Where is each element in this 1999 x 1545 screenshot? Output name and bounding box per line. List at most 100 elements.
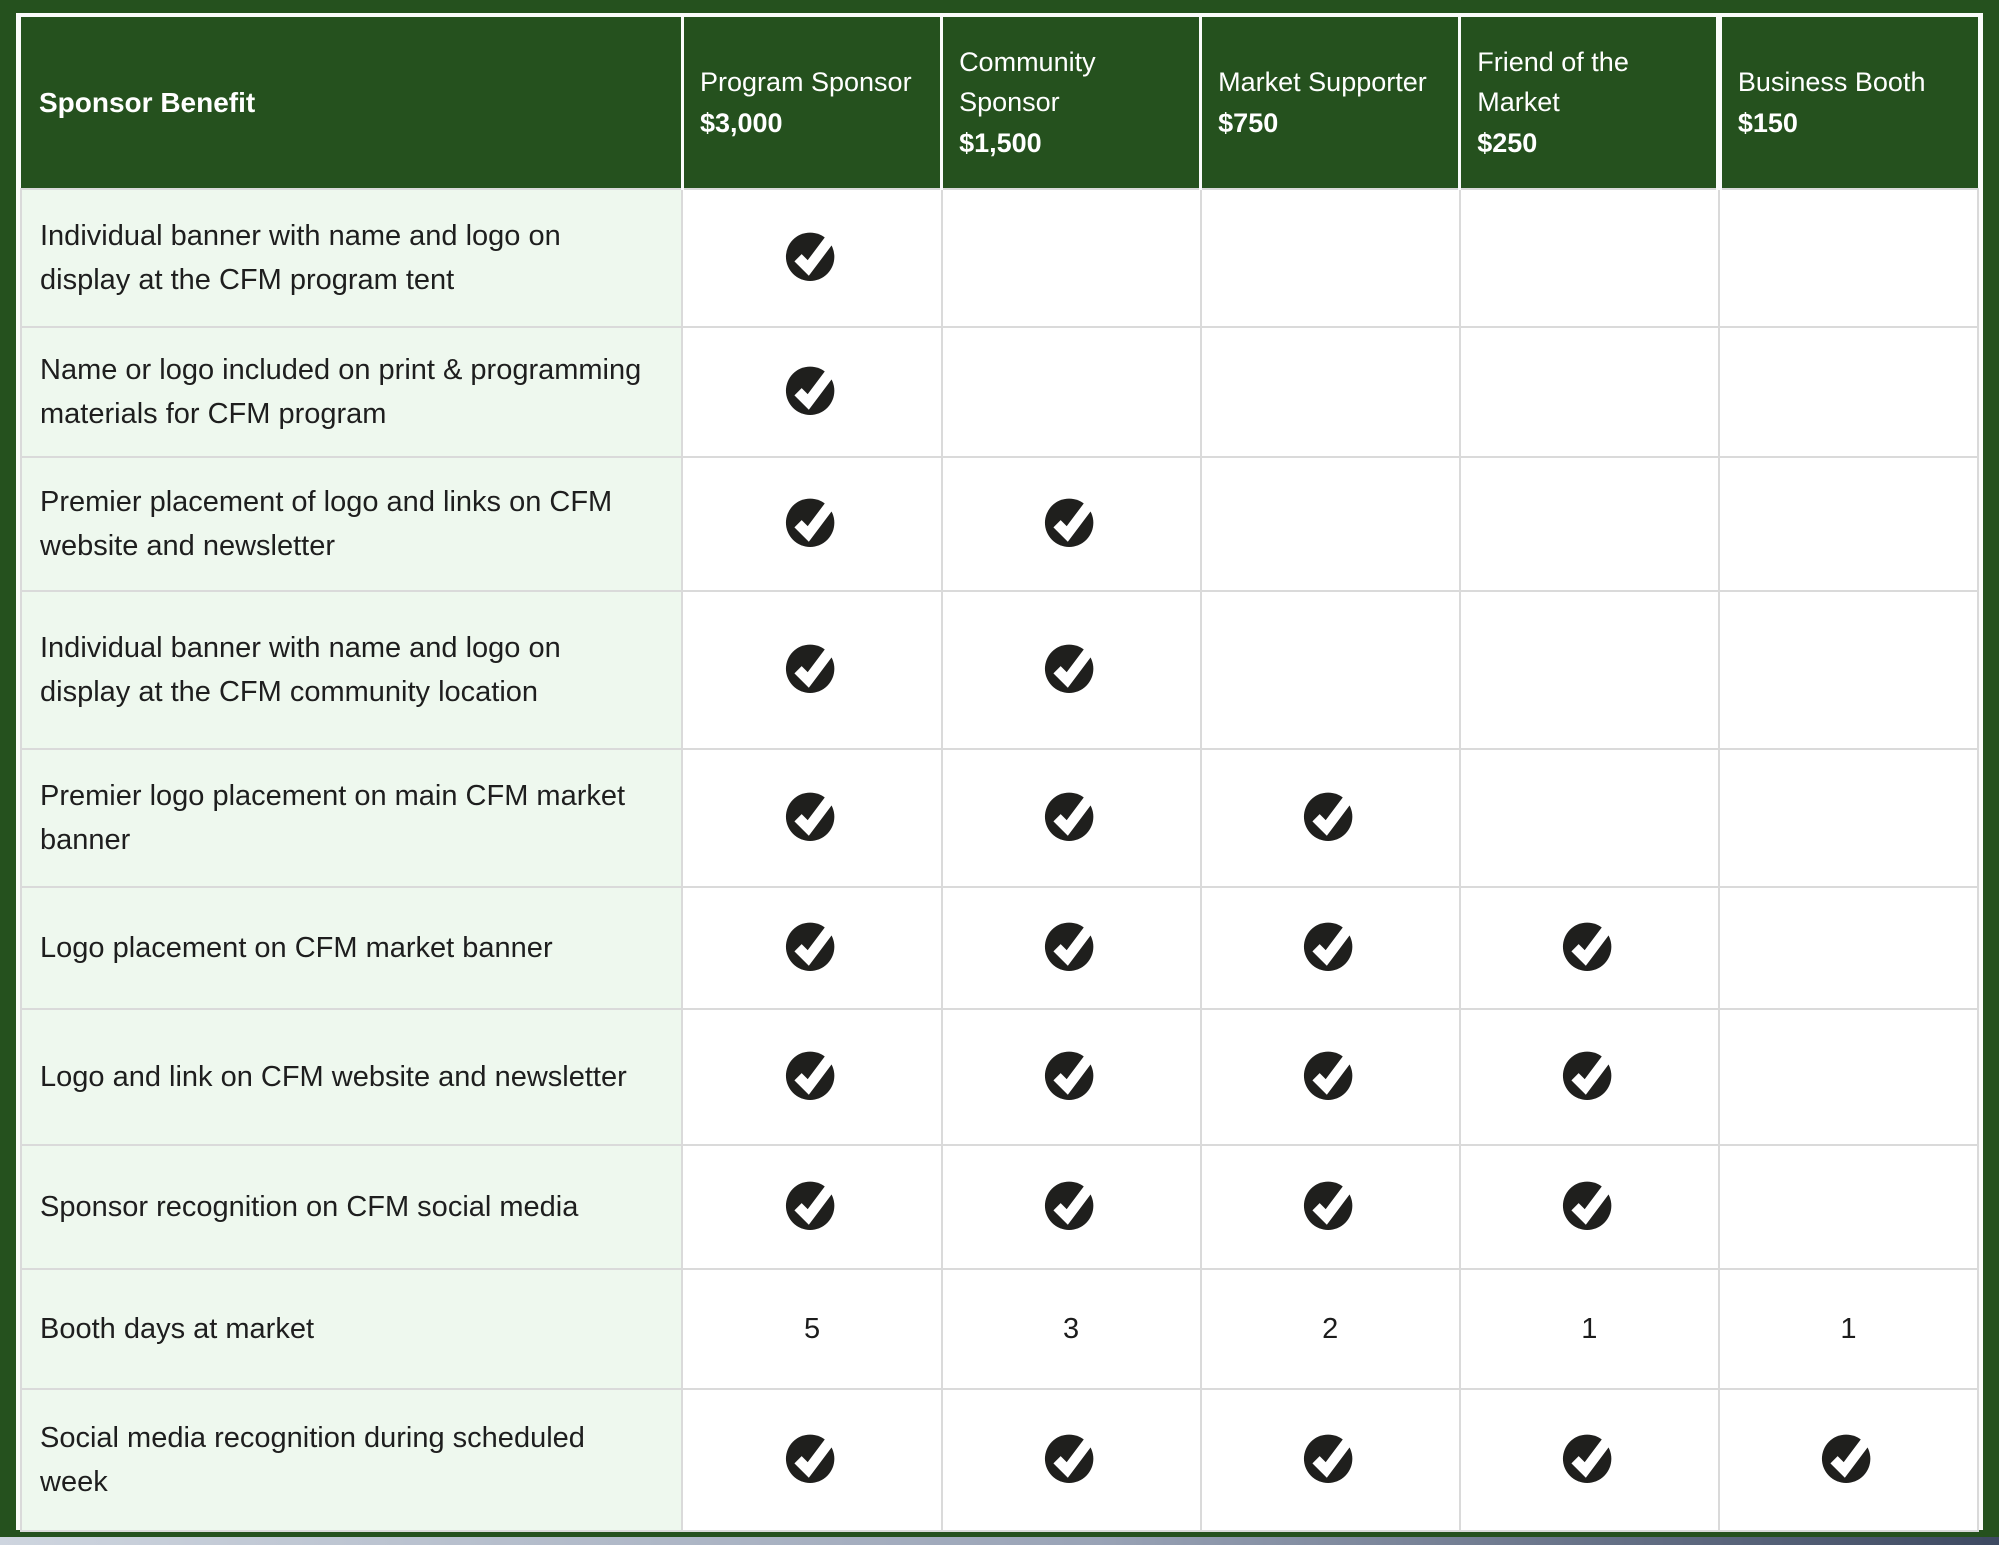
check-circle-icon <box>1562 1428 1616 1484</box>
tier-header-friend-of-the-market: Friend of the Market $250 <box>1458 17 1719 189</box>
check-circle-icon <box>1303 786 1357 842</box>
value-cell <box>1717 1388 1980 1532</box>
check-circle-icon <box>785 226 839 282</box>
value-cell <box>681 886 943 1010</box>
check-circle-icon <box>785 786 839 842</box>
value-cell <box>940 188 1202 328</box>
value-cell: 2 <box>1199 1268 1461 1390</box>
tier-header-program-sponsor: Program Sponsor $3,000 <box>680 17 942 189</box>
check-circle-icon <box>1044 916 1098 972</box>
value-cell <box>1199 1008 1461 1146</box>
value-cell <box>681 326 943 458</box>
benefit-cell: Premier placement of logo and links on C… <box>19 456 684 592</box>
value-cell <box>1458 456 1720 592</box>
value-cell: 1 <box>1717 1268 1980 1390</box>
check-circle-icon <box>785 916 839 972</box>
check-circle-icon <box>1562 1045 1616 1101</box>
check-circle-icon <box>785 360 839 416</box>
check-circle-icon <box>785 492 839 548</box>
value-cell <box>1458 748 1720 888</box>
value-cell <box>1458 1144 1720 1270</box>
value-cell <box>681 748 943 888</box>
check-circle-icon <box>1303 1045 1357 1101</box>
table-row: Premier placement of logo and links on C… <box>19 456 1980 592</box>
value-cell <box>1717 456 1980 592</box>
check-circle-icon <box>1562 1175 1616 1231</box>
tier-price: $250 <box>1477 127 1538 158</box>
value-cell <box>940 1144 1202 1270</box>
check-circle-icon <box>1303 916 1357 972</box>
tier-header-market-supporter: Market Supporter $750 <box>1199 17 1460 189</box>
check-circle-icon <box>785 1428 839 1484</box>
check-circle-icon <box>785 1045 839 1101</box>
tier-price: $750 <box>1218 107 1279 138</box>
benefit-cell: Logo placement on CFM market banner <box>19 886 684 1010</box>
value-cell <box>1717 886 1980 1010</box>
value-cell <box>681 1388 943 1532</box>
value-cell <box>1199 886 1461 1010</box>
table-frame: Sponsor Benefit Program Sponsor $3,000 C… <box>16 13 1983 1532</box>
value-cell <box>940 456 1202 592</box>
value-cell <box>940 748 1202 888</box>
tier-price: $1,500 <box>959 127 1042 158</box>
tier-name: Community Sponsor <box>959 46 1096 118</box>
benefit-cell: Premier logo placement on main CFM marke… <box>19 748 684 888</box>
header-row: Sponsor Benefit Program Sponsor $3,000 C… <box>21 17 1978 189</box>
check-circle-icon <box>1303 1428 1357 1484</box>
value-cell <box>1458 326 1720 458</box>
check-circle-icon <box>785 1175 839 1231</box>
value-cell <box>1717 1144 1980 1270</box>
value-cell <box>1717 326 1980 458</box>
tier-price: $150 <box>1737 107 1798 138</box>
benefit-column-header: Sponsor Benefit <box>21 17 683 189</box>
value-cell <box>1458 590 1720 750</box>
check-circle-icon <box>1821 1428 1875 1484</box>
tier-name: Market Supporter <box>1218 67 1427 97</box>
table-row: Logo and link on CFM website and newslet… <box>19 1008 1980 1146</box>
page-bottom-edge <box>0 1537 1999 1545</box>
value-cell <box>1717 188 1980 328</box>
benefit-cell: Individual banner with name and logo on … <box>19 590 684 750</box>
check-circle-icon <box>1044 1428 1098 1484</box>
table-row: Sponsor recognition on CFM social media <box>19 1144 1980 1270</box>
tier-header-business-booth: Business Booth $150 <box>1715 17 1978 189</box>
value-cell: 3 <box>940 1268 1202 1390</box>
table-row: Booth days at market 5 3 2 1 1 <box>19 1268 1980 1390</box>
benefit-cell: Name or logo included on print & program… <box>19 326 684 458</box>
table-row: Name or logo included on print & program… <box>19 326 1980 458</box>
value-cell <box>1199 748 1461 888</box>
value-cell <box>1458 188 1720 328</box>
value-cell <box>681 456 943 592</box>
value-cell <box>1199 1388 1461 1532</box>
benefit-cell: Sponsor recognition on CFM social media <box>19 1144 684 1270</box>
check-circle-icon <box>1044 1045 1098 1101</box>
check-circle-icon <box>1044 786 1098 842</box>
tier-name: Program Sponsor <box>699 67 912 97</box>
value-cell <box>1199 326 1461 458</box>
check-circle-icon <box>1562 916 1616 972</box>
value-cell: 1 <box>1458 1268 1720 1390</box>
value-cell <box>1199 590 1461 750</box>
tier-price: $3,000 <box>699 107 783 138</box>
value-cell <box>1458 1008 1720 1146</box>
table-row: Individual banner with name and logo on … <box>19 188 1980 328</box>
sponsor-benefits-table: Sponsor Benefit Program Sponsor $3,000 C… <box>19 17 1980 1532</box>
check-circle-icon <box>1044 1175 1098 1231</box>
benefit-cell: Individual banner with name and logo on … <box>19 188 684 328</box>
tier-header-community-sponsor: Community Sponsor $1,500 <box>940 17 1201 189</box>
value-cell <box>681 590 943 750</box>
value-cell <box>1199 188 1461 328</box>
table-row: Social media recognition during schedule… <box>19 1388 1980 1532</box>
value-cell <box>1458 1388 1720 1532</box>
value-cell <box>1199 1144 1461 1270</box>
value-cell <box>681 188 943 328</box>
check-circle-icon <box>1044 638 1098 694</box>
value-cell <box>681 1144 943 1270</box>
value-cell <box>940 1008 1202 1146</box>
value-cell <box>940 326 1202 458</box>
check-circle-icon <box>1303 1175 1357 1231</box>
value-cell: 5 <box>681 1268 943 1390</box>
value-cell <box>1717 590 1980 750</box>
benefit-cell: Social media recognition during schedule… <box>19 1388 684 1532</box>
